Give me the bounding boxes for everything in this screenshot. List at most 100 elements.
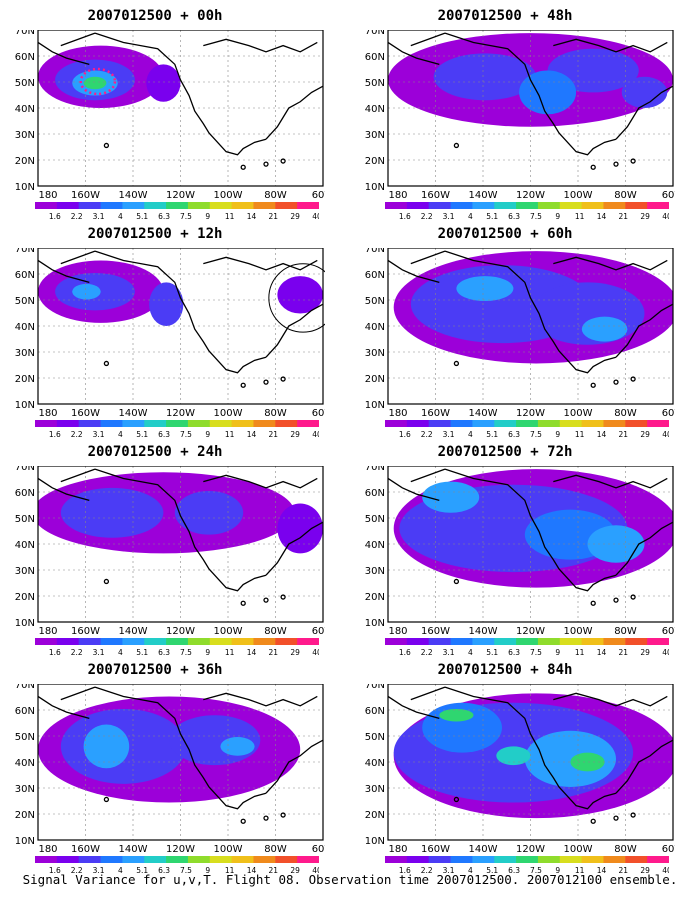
colorbar-label: 11 [225,648,235,656]
colorbar-swatch [56,638,80,645]
map-panel: 2007012500 + 48h 70N 60N 50N 40N 30N 20N 10N 180… [355,8,675,220]
lat-tick-label: 10N [15,618,35,629]
lon-tick-label: 160W [421,626,450,637]
panel-title: 2007012500 + 48h [437,8,573,24]
colorbar-label: 7.5 [180,212,192,220]
colorbar-swatch [275,638,298,645]
lat-tick-label: 10N [15,400,35,411]
lon-tick-label: 100W [564,626,593,637]
lon-tick-label: 60W [662,844,675,855]
colorbar-label: 11 [575,866,585,874]
lon-tick-label: 100W [564,190,593,201]
lat-tick-label: 30N [15,784,35,795]
colorbar-swatch [625,638,648,645]
colorbar-label: 29 [640,648,650,656]
lat-tick-label: 70N [15,466,35,473]
colorbar-label: 14 [597,430,607,438]
coastline [388,250,673,388]
variance-contour [83,724,130,769]
colorbar-label: 21 [269,866,279,874]
colorbar-swatch [78,202,102,209]
map-panel: 2007012500 + 24h 70N 60N 50N 40N 30N 20N 10N 180… [5,444,325,656]
lat-tick-label: 60N [15,488,35,499]
colorbar-swatch [625,420,648,427]
lat-tick-label: 40N [15,540,35,551]
coastline [38,468,323,606]
lon-tick-label: 140W [119,844,148,855]
panel-title: 2007012500 + 84h [437,662,573,678]
colorbar-label: 5.1 [486,430,498,438]
lon-tick-label: 160W [421,190,450,201]
colorbar-swatch [275,420,298,427]
colorbar-label: 2.2 [421,866,433,874]
lat-tick-label: 20N [15,156,35,167]
lat-tick-label: 60N [15,52,35,63]
colorbar-swatch [122,420,145,427]
colorbar-label: 9 [555,430,560,438]
colorbar-swatch [297,202,319,209]
colorbar-swatch [35,420,58,427]
lon-tick-label: 180 [38,626,57,637]
colorbar-label: 29 [290,430,300,438]
colorbar-label: 9 [555,212,560,220]
lat-tick-label: 60N [15,706,35,717]
panel-title: 2007012500 + 72h [437,444,573,460]
colorbar: 1.6 2.2 3.1 4 5.1 6.3 7.5 9 11 14 21 29 40 [35,202,319,220]
colorbar-label: 21 [269,212,279,220]
variance-contour [277,276,323,314]
colorbar-swatch [275,856,298,863]
colorbar-label: 5.1 [136,212,148,220]
lat-tick-label: 10N [15,182,35,193]
colorbar-label: 7.5 [180,430,192,438]
colorbar-label: 14 [597,866,607,874]
lat-tick-label: 50N [365,514,385,525]
lat-tick-label: 70N [15,248,35,255]
colorbar-label: 6.3 [508,212,520,220]
colorbar-swatch [647,856,669,863]
lat-tick-label: 30N [365,566,385,577]
colorbar-label: 2.2 [421,430,433,438]
variance-contour [220,737,255,756]
lon-tick-label: 100W [564,844,593,855]
colorbar-swatch [516,638,539,645]
colorbar-swatch [450,638,473,645]
colorbar-swatch [559,202,583,209]
variance-contour [496,746,531,766]
lon-tick-label: 160W [71,408,100,419]
colorbar-swatch [231,420,254,427]
colorbar-swatch [494,420,517,427]
lat-tick-label: 50N [15,78,35,89]
colorbar-label: 3.1 [443,430,455,438]
colorbar-swatch [122,202,145,209]
colorbar-swatch [472,202,495,209]
colorbar-label: 5.1 [486,866,498,874]
variance-contour [519,70,577,115]
colorbar-swatch [231,638,254,645]
lon-tick-label: 60W [662,626,675,637]
lon-tick-label: 160W [71,626,100,637]
lon-tick-label: 60W [662,408,675,419]
lon-tick-label: 100W [214,190,243,201]
lon-tick-label: 120W [516,844,545,855]
colorbar-label: 11 [575,648,585,656]
colorbar-swatch [78,856,102,863]
colorbar-label: 11 [225,212,235,220]
colorbar-swatch [647,202,669,209]
colorbar-label: 5.1 [136,866,148,874]
colorbar-swatch [209,202,233,209]
colorbar-label: 14 [247,430,257,438]
colorbar-label: 40 [312,430,319,438]
lon-tick-label: 100W [214,626,243,637]
lat-tick-label: 70N [365,684,385,691]
map-panel: 2007012500 + 36h 70N 60N 50N 40N 30N 20N 10N 180… [5,662,325,874]
colorbar-swatch [406,856,430,863]
colorbar-label: 9 [205,430,210,438]
lon-tick-label: 180 [38,844,57,855]
colorbar: 1.6 2.2 3.1 4 5.1 6.3 7.5 9 11 14 21 29 40 [385,202,669,220]
colorbar-label: 1.6 [399,212,411,220]
lon-tick-label: 80W [614,408,637,419]
colorbar-swatch [385,202,408,209]
